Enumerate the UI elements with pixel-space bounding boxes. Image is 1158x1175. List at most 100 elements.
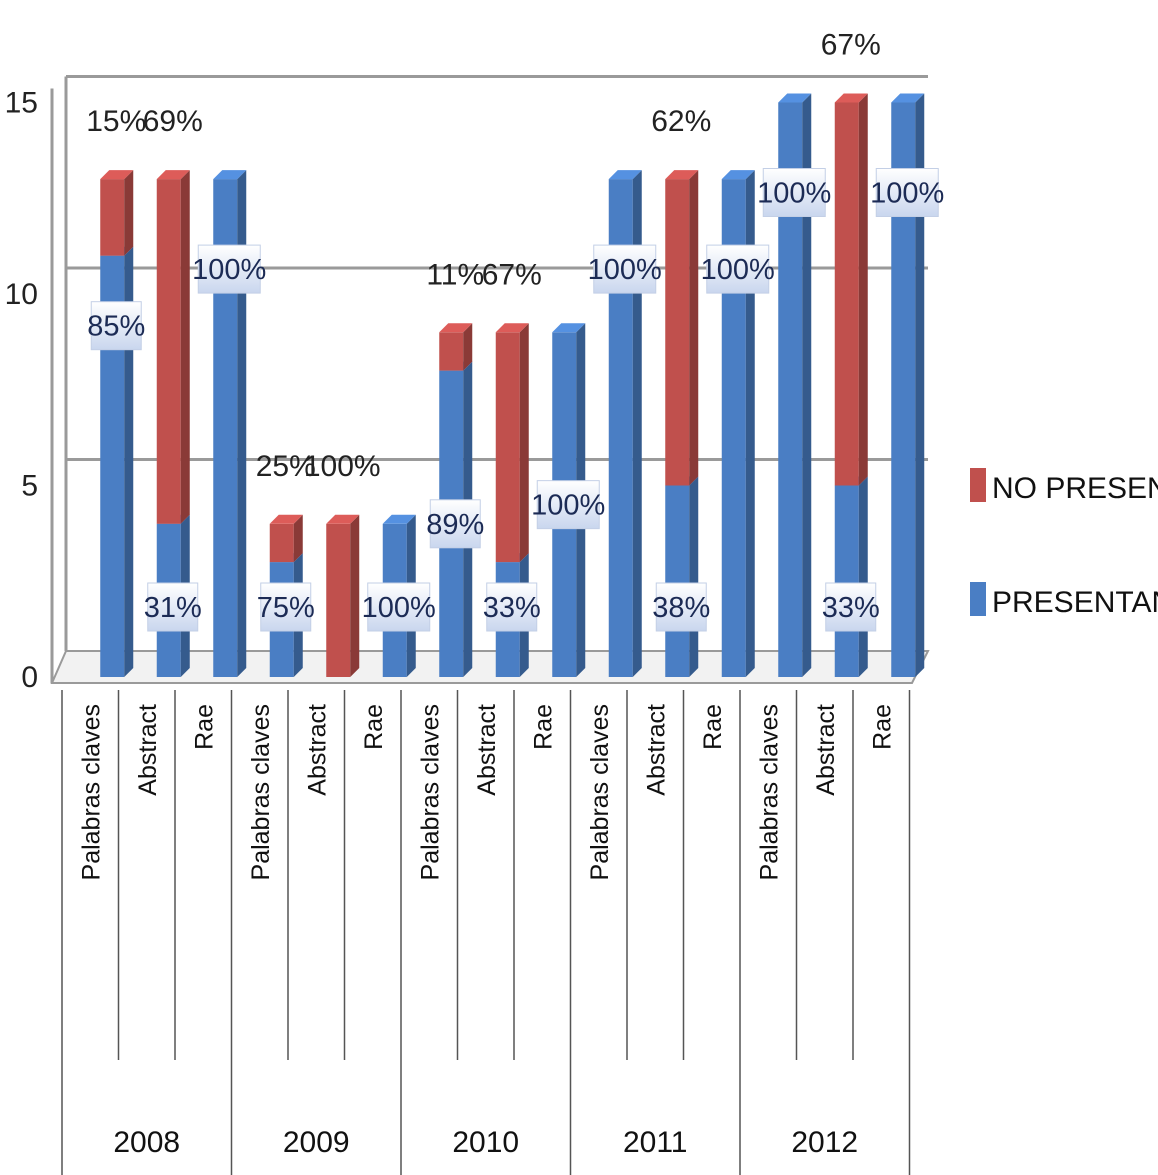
- bar-top: [608, 170, 642, 180]
- bar-side: [632, 170, 642, 677]
- category-label: Palabras claves: [416, 704, 444, 880]
- data-label-box: [825, 582, 877, 632]
- bar-side: [915, 93, 925, 677]
- group-label: 2009: [283, 1126, 350, 1159]
- bar-side: [463, 323, 473, 371]
- data-label-box: [706, 244, 770, 294]
- data-label-no-presentan: 69%: [143, 105, 203, 138]
- bar-top: [552, 323, 586, 333]
- category-label: Rae: [699, 704, 727, 750]
- data-label-presentan: 75%: [257, 592, 315, 624]
- data-label-no-presentan: 67%: [821, 29, 881, 62]
- legend-swatch-no-presentan: [970, 468, 986, 502]
- bar-side: [180, 170, 190, 524]
- legend-label-presentan: PRESENTAN: [992, 586, 1158, 619]
- category-label: Rae: [360, 704, 388, 750]
- category-label: Rae: [190, 704, 218, 750]
- data-label-presentan: 100%: [362, 592, 436, 624]
- category-label: Abstract: [303, 704, 331, 796]
- bar-no-presentan: [495, 323, 529, 563]
- bar-top: [213, 170, 247, 180]
- data-label-no-presentan: 62%: [651, 105, 711, 138]
- bar-face: [269, 523, 294, 563]
- data-label-box: [536, 480, 600, 530]
- data-label-box: [486, 582, 538, 632]
- legend-swatch-presentan: [970, 582, 986, 616]
- data-label-no-presentan: 100%: [304, 450, 381, 483]
- data-label-box: [429, 499, 481, 549]
- data-label-box: [260, 582, 312, 632]
- category-label: Abstract: [642, 704, 670, 796]
- bar-face: [834, 485, 859, 677]
- bar-side: [124, 170, 134, 256]
- category-label: Abstract: [134, 704, 162, 796]
- bar-side: [745, 170, 755, 677]
- y-tick-label: 5: [21, 470, 38, 503]
- group-label: 2010: [452, 1126, 519, 1159]
- bar-no-presentan: [156, 170, 190, 524]
- bar-side: [858, 93, 868, 486]
- bar-top: [834, 93, 868, 103]
- data-label-no-presentan: 25%: [256, 450, 316, 483]
- bar-no-presentan: [665, 170, 699, 486]
- bar-presentan: [834, 476, 868, 677]
- bar-face: [439, 332, 464, 371]
- data-label-presentan: 31%: [144, 592, 202, 624]
- value-axis: 0 5 10 15: [5, 87, 38, 695]
- bar-face: [100, 179, 125, 256]
- bar-no-presentan: [269, 514, 303, 563]
- data-label-presentan: 100%: [192, 254, 266, 286]
- category-label: Rae: [529, 704, 557, 750]
- data-label-presentan: 100%: [870, 178, 944, 210]
- bar-no-presentan: [834, 93, 868, 486]
- category-label: Palabras claves: [586, 704, 614, 880]
- data-label-presentan: 33%: [483, 592, 541, 624]
- y-tick-label: 10: [5, 278, 38, 311]
- category-label: Palabras claves: [247, 704, 275, 880]
- data-label-no-presentan: 67%: [482, 258, 542, 291]
- bar-no-presentan: [326, 514, 360, 677]
- bar-top: [778, 93, 812, 103]
- bar-face: [495, 332, 520, 563]
- category-label: Palabras claves: [77, 704, 105, 880]
- bar-side: [124, 246, 134, 677]
- bar-face: [156, 179, 181, 524]
- bar-no-presentan: [100, 170, 134, 256]
- category-label: Rae: [868, 704, 896, 750]
- data-label-box: [593, 244, 657, 294]
- bar-side: [350, 514, 360, 677]
- data-label-no-presentan: 11%: [426, 258, 484, 291]
- legend: NO PRESENTAN PRESENTAN: [970, 468, 1158, 619]
- bar-presentan: [665, 476, 699, 677]
- bar-top: [382, 514, 416, 524]
- bar-side: [858, 476, 868, 677]
- group-label: 2012: [791, 1126, 858, 1159]
- data-label-no-presentan: 15%: [86, 105, 146, 138]
- data-label-box: [367, 582, 431, 632]
- bar-side: [293, 514, 303, 563]
- y-tick-label: 0: [21, 661, 38, 694]
- bar-top: [665, 170, 699, 180]
- data-label-presentan: 100%: [757, 178, 831, 210]
- bar-top: [439, 323, 473, 333]
- bar-top: [495, 323, 529, 333]
- data-label-presentan: 85%: [87, 311, 145, 343]
- legend-label-no-presentan: NO PRESENTAN: [992, 472, 1158, 505]
- bar-side: [519, 323, 529, 563]
- bar-face: [665, 179, 690, 486]
- data-label-presentan: 100%: [701, 254, 775, 286]
- group-label: 2008: [113, 1126, 180, 1159]
- group-label: 2011: [623, 1126, 688, 1159]
- bar-side: [689, 170, 699, 486]
- data-label-presentan: 89%: [426, 509, 484, 541]
- data-label-box: [655, 582, 707, 632]
- bar-no-presentan: [439, 323, 473, 371]
- data-label-box: [875, 168, 939, 217]
- bar-face: [326, 523, 351, 677]
- data-label-box: [90, 301, 142, 351]
- data-label-box: [197, 244, 261, 294]
- data-labels: 85%15%31%69%100%75%25%100%100%89%11%33%6…: [86, 29, 944, 632]
- bar-face: [665, 485, 690, 677]
- bar-top: [156, 170, 190, 180]
